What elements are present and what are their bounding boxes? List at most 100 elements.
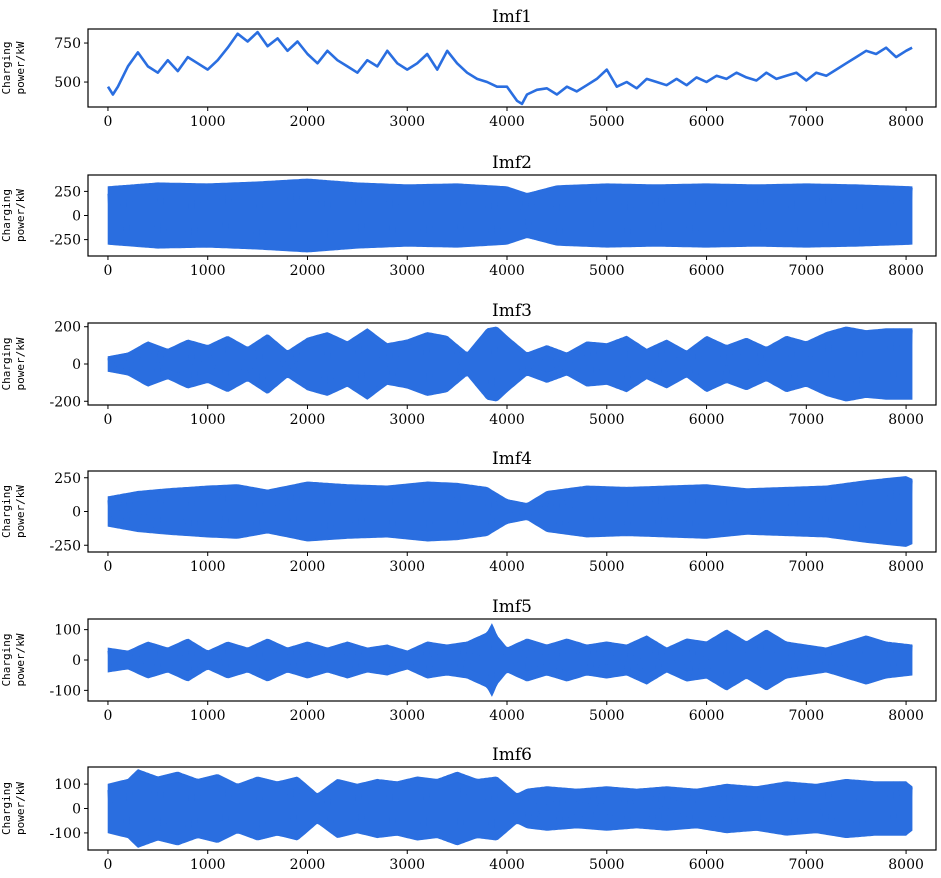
x-tick-label: 2000 xyxy=(290,412,326,428)
subplot-imf4: Imf4 Charging power/kW 0 1000 2000 3000 4000 500… xyxy=(0,449,937,575)
y-tick-label: 250 xyxy=(54,184,81,200)
x-tick-label: 6000 xyxy=(689,412,725,428)
x-tick-label: 5000 xyxy=(589,559,625,575)
x-tick-label: 4000 xyxy=(489,412,525,428)
x-tick-label: 0 xyxy=(103,559,112,575)
x-tick-label: 3000 xyxy=(389,708,425,724)
y-tick-label: 0 xyxy=(72,505,81,521)
y-axis-label: Charging xyxy=(0,634,13,687)
x-tick-label: 2000 xyxy=(290,559,326,575)
y-axis-label: Charging xyxy=(0,782,13,835)
x-tick-label: 7000 xyxy=(788,857,824,873)
y-axis-label: Charging xyxy=(0,42,13,95)
subplot-title: Imf6 xyxy=(492,745,532,765)
series-line xyxy=(106,30,913,106)
subplot-title: Imf1 xyxy=(492,7,532,27)
series-oscillation xyxy=(107,770,913,845)
plot-frame xyxy=(87,28,937,108)
series-envelope xyxy=(107,769,913,848)
x-tick-label: 4000 xyxy=(489,708,525,724)
y-tick-label: -100 xyxy=(50,826,81,842)
y-tick-label: 0 xyxy=(72,209,81,225)
x-tick-label: 0 xyxy=(103,412,112,428)
x-tick-label: 3000 xyxy=(389,114,425,130)
x-tick-label: 7000 xyxy=(788,263,824,279)
x-tick-label: 5000 xyxy=(589,412,625,428)
x-tick-label: 2000 xyxy=(290,114,326,130)
y-tick-label: 100 xyxy=(54,777,81,793)
x-tick-label: 3000 xyxy=(389,559,425,575)
x-tick-label: 7000 xyxy=(788,559,824,575)
subplot-imf1: Imf1 Charging power/kW 0 1000 2000 3000 4000 500… xyxy=(0,7,937,130)
series-oscillation xyxy=(107,476,913,543)
y-tick-label: -100 xyxy=(50,683,81,699)
x-tick-label: 3000 xyxy=(389,857,425,873)
x-tick-label: 5000 xyxy=(589,263,625,279)
series-envelope xyxy=(107,178,913,253)
subplot-title: Imf2 xyxy=(492,153,532,173)
y-tick-label: 0 xyxy=(72,653,81,669)
x-tick-label: 7000 xyxy=(788,708,824,724)
series-envelope xyxy=(107,623,913,697)
x-tick-label: 1000 xyxy=(190,114,226,130)
y-axis-label: power/kW xyxy=(14,41,27,94)
x-tick-label: 5000 xyxy=(589,708,625,724)
series-oscillation xyxy=(107,179,913,251)
y-tick-label: 0 xyxy=(72,802,81,818)
x-tick-label: 4000 xyxy=(489,559,525,575)
x-tick-label: 8000 xyxy=(888,559,924,575)
x-tick-label: 8000 xyxy=(888,412,924,428)
x-tick-label: 8000 xyxy=(888,857,924,873)
series-oscillation xyxy=(107,328,913,400)
y-axis-label: power/kW xyxy=(14,782,27,835)
x-tick-label: 1000 xyxy=(190,708,226,724)
y-tick-label: 200 xyxy=(54,320,81,336)
x-tick-label: 6000 xyxy=(689,263,725,279)
x-tick-label: 2000 xyxy=(290,708,326,724)
x-tick-label: 7000 xyxy=(788,114,824,130)
series-oscillation xyxy=(107,630,913,690)
y-axis-label: Charging xyxy=(0,485,13,538)
x-tick-label: 0 xyxy=(103,114,112,130)
subplot-imf2: Imf2 Charging power/kW 0 1000 2000 3000 4000 500… xyxy=(0,153,937,279)
y-tick-label: 750 xyxy=(54,36,81,52)
y-tick-label: 0 xyxy=(72,357,81,373)
x-tick-label: 2000 xyxy=(290,263,326,279)
x-tick-label: 5000 xyxy=(589,114,625,130)
x-tick-label: 6000 xyxy=(689,857,725,873)
x-tick-label: 1000 xyxy=(190,559,226,575)
x-tick-label: 2000 xyxy=(290,857,326,873)
y-axis-label: power/kW xyxy=(14,485,27,538)
x-tick-label: 7000 xyxy=(788,412,824,428)
x-tick-label: 8000 xyxy=(888,114,924,130)
x-tick-label: 6000 xyxy=(689,708,725,724)
x-tick-label: 4000 xyxy=(489,263,525,279)
y-axis-label: power/kW xyxy=(14,633,27,686)
x-tick-label: 4000 xyxy=(489,114,525,130)
x-tick-label: 3000 xyxy=(389,263,425,279)
series-envelope xyxy=(107,476,913,547)
y-tick-label: 250 xyxy=(54,471,81,487)
x-tick-label: 4000 xyxy=(489,857,525,873)
y-tick-label: -250 xyxy=(50,233,81,249)
y-tick-label: -200 xyxy=(50,394,81,410)
x-tick-label: 0 xyxy=(103,857,112,873)
y-axis-label: Charging xyxy=(0,189,13,242)
x-tick-label: 5000 xyxy=(589,857,625,873)
x-tick-label: 6000 xyxy=(689,114,725,130)
y-tick-label: 100 xyxy=(54,623,81,639)
y-tick-label: -250 xyxy=(50,538,81,554)
x-tick-label: 3000 xyxy=(389,412,425,428)
y-axis-label: Charging xyxy=(0,338,13,391)
x-tick-label: 0 xyxy=(103,263,112,279)
x-tick-label: 8000 xyxy=(888,263,924,279)
x-tick-label: 1000 xyxy=(190,263,226,279)
y-tick-label: 500 xyxy=(54,75,81,91)
x-tick-label: 1000 xyxy=(190,412,226,428)
y-axis-label: power/kW xyxy=(14,337,27,390)
x-tick-label: 1000 xyxy=(190,857,226,873)
